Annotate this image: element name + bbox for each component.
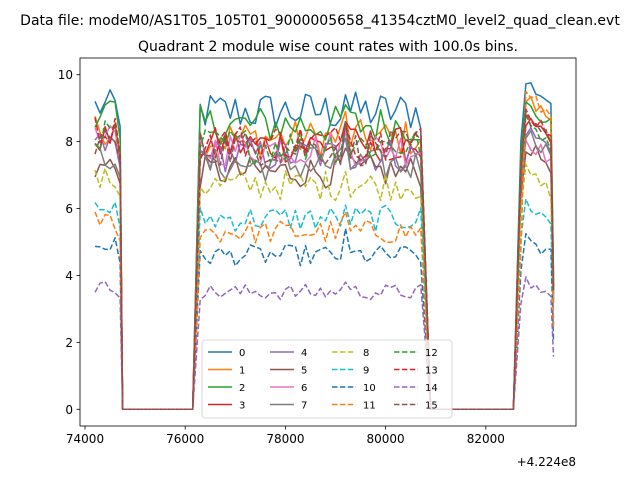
y-tick-label: 8: [65, 135, 73, 149]
legend-label-3: 3: [239, 401, 245, 412]
x-axis-offset-label: +4.224e8: [517, 455, 576, 469]
y-tick-label: 2: [65, 336, 73, 350]
legend-label-6: 6: [301, 383, 307, 394]
x-tick-label: 78000: [266, 432, 304, 446]
legend-label-11: 11: [363, 401, 376, 412]
legend-label-13: 13: [425, 366, 438, 377]
legend-frame: [201, 339, 453, 419]
x-axis: 74000 76000 78000 80000 82000: [66, 426, 505, 446]
plot-area-frame: [79, 57, 577, 427]
legend-label-4: 4: [301, 348, 307, 359]
x-tick-label: 74000: [66, 432, 104, 446]
chart-title: Quadrant 2 module wise count rates with …: [138, 39, 518, 55]
y-tick-label: 0: [65, 403, 73, 417]
legend-label-10: 10: [363, 383, 376, 394]
legend-label-8: 8: [363, 348, 369, 359]
legend-label-5: 5: [301, 366, 307, 377]
legend-label-7: 7: [301, 401, 307, 412]
x-tick-label: 80000: [367, 432, 405, 446]
x-tick-label: 76000: [166, 432, 204, 446]
legend-label-15: 15: [425, 401, 438, 412]
figure-suptitle: Data file: modeM0/AS1T05_105T01_90000056…: [20, 13, 620, 29]
legend-label-1: 1: [239, 366, 245, 377]
x-tick-label: 82000: [467, 432, 505, 446]
legend-label-12: 12: [425, 348, 438, 359]
y-tick-label: 10: [58, 68, 73, 82]
legend-label-9: 9: [363, 366, 369, 377]
y-tick-label: 4: [65, 269, 73, 283]
y-axis: 0 2 4 6 8 10: [58, 68, 80, 417]
legend-label-2: 2: [239, 383, 245, 394]
legend-label-0: 0: [239, 348, 245, 359]
legend-label-14: 14: [425, 383, 438, 394]
y-tick-label: 6: [65, 202, 73, 216]
series-line-14: [94, 276, 555, 411]
